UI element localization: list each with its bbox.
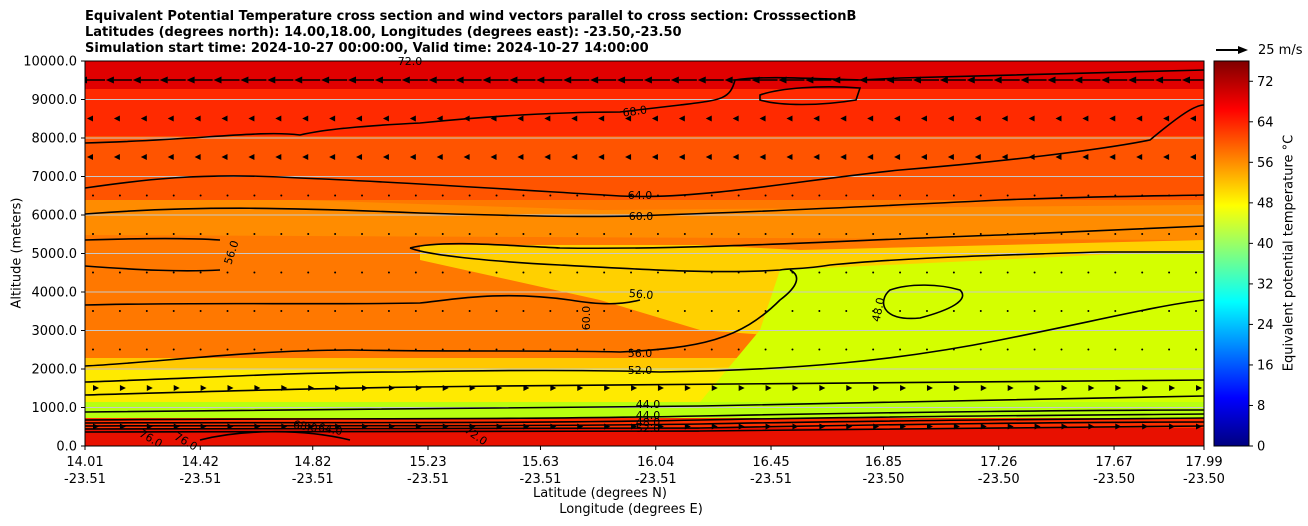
contour-label: 64.0 (628, 189, 653, 202)
x-tick-lat: 15.23 (409, 455, 446, 470)
title-line-1: Equivalent Potential Temperature cross s… (85, 9, 857, 24)
x-axis: 14.01 -23.51 14.42 -23.51 14.82 -23.51 15.23 -2… (64, 446, 1225, 487)
contour-label: 68.0 (292, 418, 318, 435)
contour-label: 44.0 (636, 398, 661, 411)
title-line-2: Latitudes (degrees north): 14.00,18.00, … (85, 25, 682, 40)
x-tick-lat: 16.45 (752, 455, 789, 470)
y-axis-label: Altitude (meters) (9, 197, 25, 309)
x-tick-lat: 17.67 (1095, 455, 1132, 470)
x-tick-lon: -23.51 (635, 472, 677, 487)
contour-label: 48.0 (870, 296, 888, 323)
x-axis-label-lon: Longitude (degrees E) (559, 502, 703, 517)
x-tick-lat: 16.85 (865, 455, 902, 470)
colorbar-tick-label: 32 (1257, 277, 1274, 292)
reference-vector (1216, 46, 1248, 54)
contour-label: 52.0 (628, 364, 653, 377)
x-tick-lon: -23.50 (863, 472, 905, 487)
contour-label: 52.0 (636, 422, 661, 435)
x-tick-lat: 14.82 (294, 455, 331, 470)
colorbar-tick-label: 16 (1257, 358, 1274, 373)
colorbar-tick-label: 24 (1257, 318, 1274, 333)
title-line-3: Simulation start time: 2024-10-27 00:00:… (85, 41, 649, 56)
wind-vectors (85, 76, 1204, 430)
y-tick-label: 10000.0 (23, 55, 77, 70)
x-tick-lon: -23.51 (750, 472, 792, 487)
contour-lines (85, 69, 1204, 441)
colorbar-tick-label: 56 (1257, 156, 1274, 171)
x-axis-label-lat: Latitude (degrees N) (533, 486, 667, 501)
chart-title: Equivalent Potential Temperature cross s… (85, 9, 856, 57)
y-tick-label: 3000.0 (32, 324, 78, 339)
colorbar-tick-label: 40 (1257, 237, 1274, 252)
contour-label: 44.0 (636, 409, 661, 422)
x-tick-lat: 14.01 (66, 455, 103, 470)
colorbar (1213, 60, 1250, 447)
y-tick-label: 5000.0 (32, 247, 78, 262)
x-tick-lon: -23.50 (978, 472, 1020, 487)
x-tick-lon: -23.50 (1183, 472, 1225, 487)
x-tick-lon: -23.51 (64, 472, 106, 487)
contour-label: 56.0 (628, 287, 654, 302)
y-tick-label: 7000.0 (32, 170, 78, 185)
contour-label: 56.0 (628, 347, 653, 360)
y-tick-label: 6000.0 (32, 209, 78, 224)
colorbar-tick-label: 8 (1257, 399, 1265, 414)
colorbar-tick-label: 72 (1257, 75, 1274, 90)
x-tick-lon: -23.51 (292, 472, 334, 487)
x-tick-lat: 14.42 (182, 455, 219, 470)
colorbar-tick-label: 48 (1257, 196, 1274, 211)
x-tick-lat: 17.26 (980, 455, 1017, 470)
y-tick-label: 9000.0 (32, 93, 78, 108)
y-axis: 0.0 1000.0 2000.0 3000.0 4000.0 5000.0 6000.0 7… (23, 55, 85, 455)
y-tick-label: 0.0 (56, 440, 77, 455)
colorbar-tick-label: 64 (1257, 115, 1274, 130)
contour-label: 68.0 (622, 103, 648, 119)
y-tick-label: 1000.0 (32, 401, 78, 416)
contour-label: 60.0 (580, 306, 593, 331)
y-tick-label: 4000.0 (32, 286, 78, 301)
x-tick-lon: -23.51 (520, 472, 562, 487)
x-tick-lat: 17.99 (1185, 455, 1222, 470)
y-tick-label: 8000.0 (32, 132, 78, 147)
x-tick-lon: -23.51 (179, 472, 221, 487)
reference-vector-label: 25 m/s (1258, 43, 1303, 58)
colorbar-axis: 0 8 16 24 32 40 48 56 64 72 (1249, 75, 1274, 455)
contour-label: 48.0 (636, 416, 661, 429)
x-tick-lat: 15.63 (522, 455, 559, 470)
x-tick-lon: -23.50 (1093, 472, 1135, 487)
x-tick-lat: 16.04 (637, 455, 674, 470)
colorbar-tick-label: 0 (1257, 440, 1265, 455)
y-tick-label: 2000.0 (32, 363, 78, 378)
contour-label: 64.0 (317, 421, 343, 438)
colorbar-label: Equivalent potential temperature °C (1281, 134, 1297, 372)
x-tick-lon: -23.51 (407, 472, 449, 487)
contour-label: 60.0 (629, 210, 654, 223)
